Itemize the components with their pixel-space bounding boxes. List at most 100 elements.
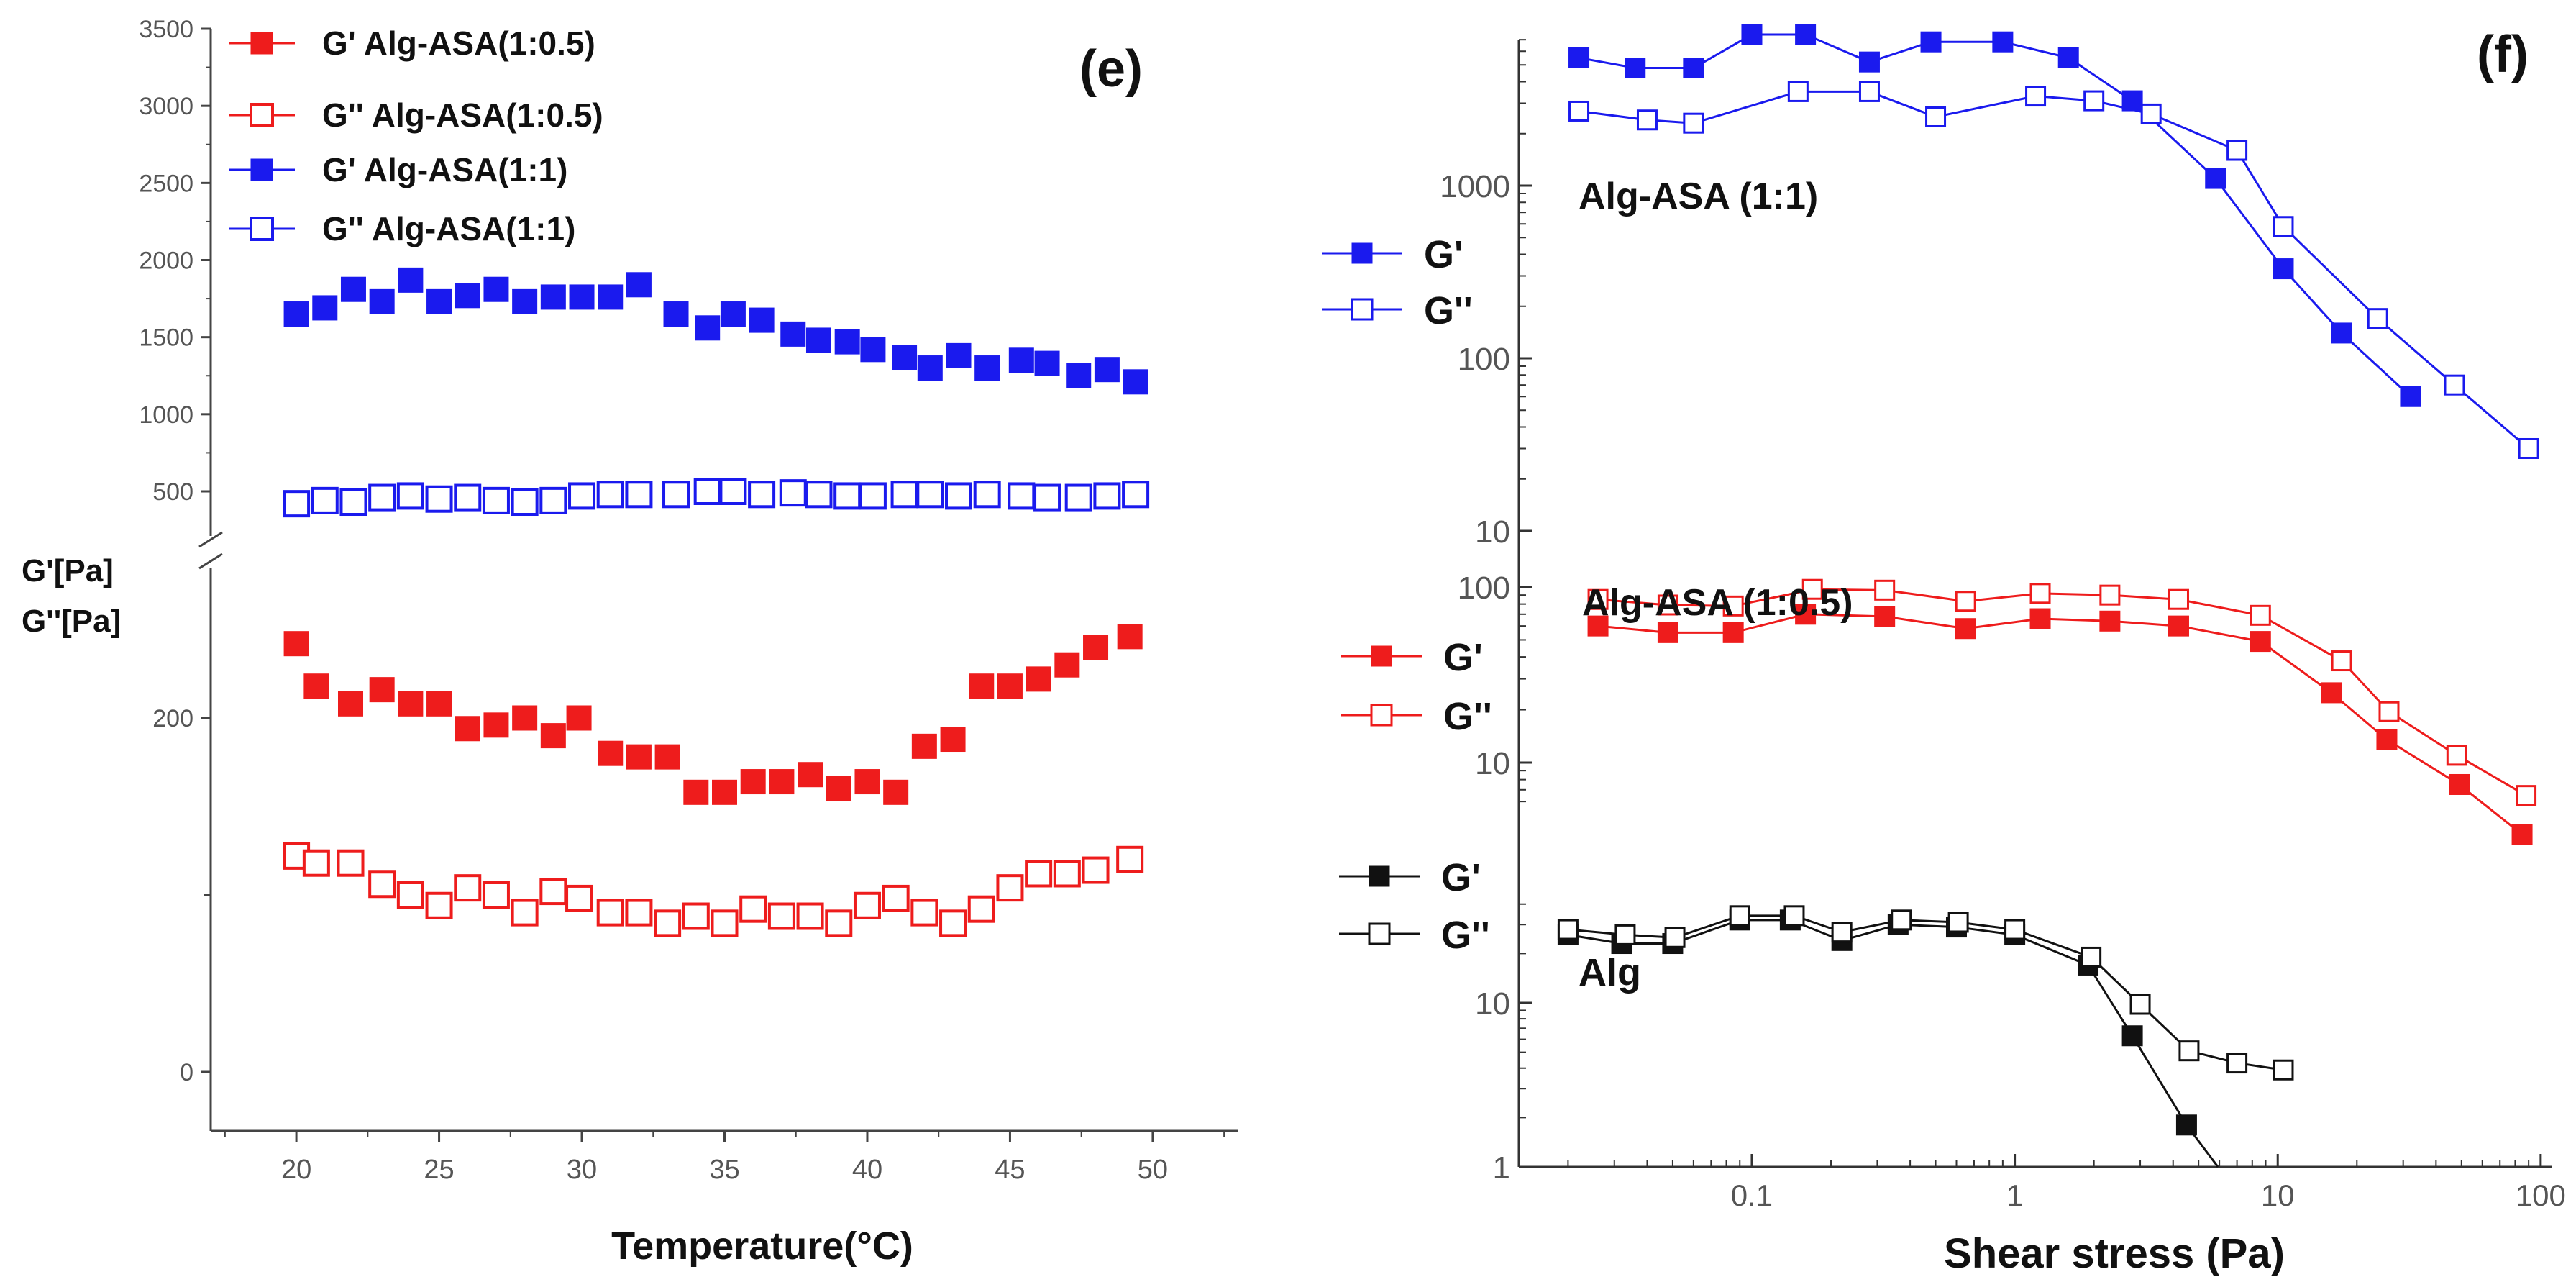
panel-f-point [2367,308,2388,329]
panel-f-point [1657,622,1678,643]
panel-e-point [1123,369,1148,395]
panel-f-legend-marker [1369,865,1390,887]
panel-e-legend-label: G' Alg-ASA(1:0.5) [322,24,595,62]
panel-e-y-tick-label: 2000 [139,247,193,275]
panel-e-point [798,762,823,788]
panel-e-y-tick-label: 1000 [139,401,193,429]
panel-e-point [720,301,746,327]
panel-f-y-tick-label: 100 [1458,570,1510,606]
panel-e-legend-label: G'' Alg-ASA(1:1) [322,210,575,247]
panel-f-point [2178,1040,2200,1062]
panel-f-point [2376,729,2398,750]
panel-e-label: (e) [1079,40,1143,98]
panel-f-point [2273,1059,2294,1081]
panel-f-x-tick-label: 0.1 [1731,1178,1773,1212]
panel-e-point [916,481,944,509]
panel-e-point [625,481,653,509]
panel-e-point [337,849,365,877]
panel-e-x-tick-label: 20 [281,1155,311,1185]
panel-e-ylabel-g-prime: G'[Pa] [22,553,114,588]
panel-e-series-0 [283,624,1143,805]
panel-e-point [1008,482,1036,510]
panel-f-point [2331,650,2352,672]
panel-e-point [596,481,624,509]
panel-e-point [1054,652,1080,678]
panel-e-y-tick-label: 1500 [139,324,193,352]
panel-e-point [1053,860,1081,888]
panel-f-point [1664,927,1686,948]
panel-e-point [598,284,624,310]
panel-e-point [302,849,330,877]
panel-e-point [853,891,881,919]
panel-f-point [1722,622,1744,643]
panel-f-series-line [1579,90,2530,450]
panel-e-point [426,691,452,717]
panel-f-point [1783,905,1805,927]
panel-f-legend-label: G' [1443,636,1483,679]
panel-e-point [398,691,424,717]
panel-f-point [2273,258,2294,280]
panel-e-point [693,478,721,505]
panel-e-point [940,727,966,753]
panel-f-point [2168,615,2189,637]
panel-e-point [565,884,593,912]
panel-e-point [859,482,887,510]
panel-e-point [769,769,795,795]
panel-f-legend-label: G'' [1443,695,1492,738]
panel-e-point [1064,483,1092,512]
panel-f-point [2511,824,2533,845]
panel-f-series-3 [1587,578,2537,806]
panel-e-x-tick-label: 40 [852,1155,882,1185]
panel-e-point [882,884,910,912]
panel-e-legend-marker [250,32,273,55]
panel-f-point [2378,701,2400,722]
panel-f-x-tick-label: 100 [2516,1178,2566,1212]
panel-e-point [566,705,592,731]
panel-e-point [860,337,886,363]
panel-e-point [425,485,453,513]
panel-e-y-tick-label: 0 [180,1059,193,1086]
panel-f-point [2226,1053,2248,1074]
panel-e-point [540,723,566,749]
panel-e-point [454,483,482,512]
panel-e-point [626,744,652,770]
panel-e-point [834,329,860,355]
panel-e-point [1034,350,1060,376]
panel-f-point [1625,58,1646,79]
panel-e-point [767,902,795,930]
panel-f-legend-marker [1370,704,1393,727]
panel-e-point [911,733,937,759]
panel-e-point [779,479,807,507]
panel-e-point [939,909,967,937]
panel-f-point [1992,31,2014,53]
panel-e-point [663,301,689,327]
panel-e-point [1033,483,1061,512]
panel-f-legend-label: G'' [1424,289,1473,332]
panel-e-point [396,881,424,909]
panel-f-y-tick-label: 10 [1475,746,1510,781]
panel-e-point [883,779,909,805]
panel-e-xlabel: Temperature(°C) [611,1224,913,1268]
panel-f-point [1795,604,1817,625]
panel-e-point [539,878,567,906]
panel-f-point [1955,618,1976,640]
panel-e-point [539,486,567,514]
panel-f-point [2250,631,2271,653]
panel-e-point [369,677,395,703]
panel-e-point [1117,624,1143,650]
panel-f-point [2025,86,2047,107]
panel-e-point [969,673,995,699]
panel-f-point [2099,584,2121,606]
panel-e-point [482,486,510,514]
panel-f-point [2250,604,2271,626]
panel-e-point [711,909,739,937]
panel-e-point [826,776,851,801]
panel-f-point [1874,579,1896,601]
panel-f-point [1587,588,1609,610]
panel-e-point [974,355,1000,381]
panel-e-point [511,488,539,517]
panel-e-point [1122,481,1150,509]
panel-f-point [1568,100,1590,122]
panel-f-group-label-1-1: Alg-ASA (1:1) [1579,176,1818,217]
